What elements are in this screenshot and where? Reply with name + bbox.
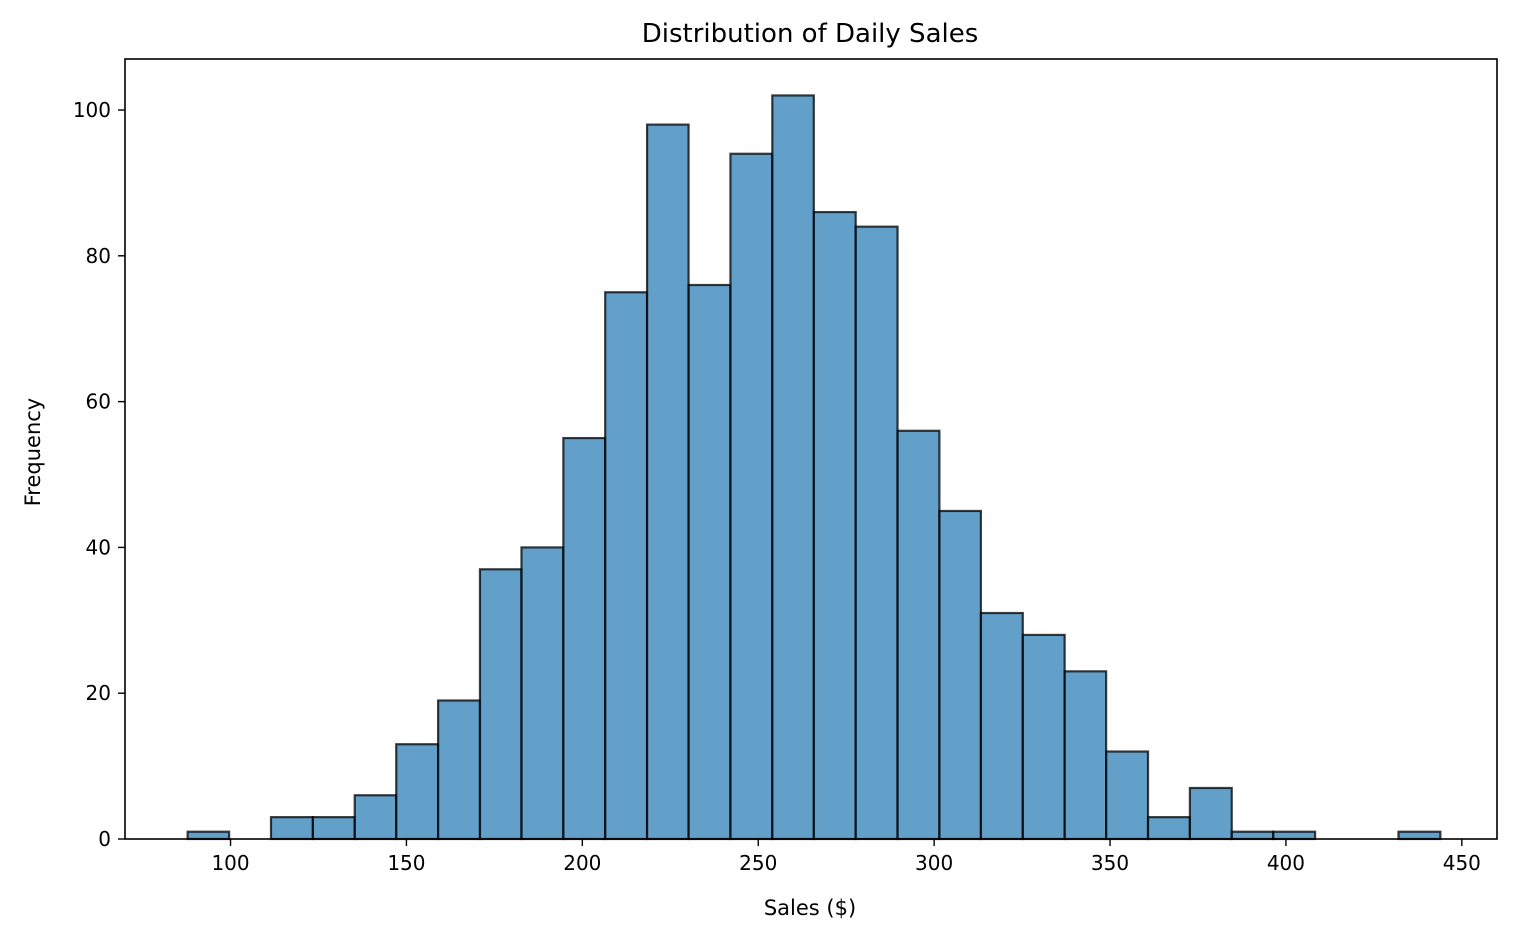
histogram-bar — [186, 830, 231, 841]
histogram-bar — [1272, 830, 1317, 841]
x-tick-label: 450 — [1443, 851, 1481, 875]
x-tick-label: 100 — [211, 851, 249, 875]
y-axis-ticks: 0 20 40 60 80 100 — [73, 98, 125, 851]
bars-layer — [186, 94, 1442, 841]
histogram-bar — [562, 436, 607, 841]
histogram-bar — [854, 225, 899, 841]
histogram-bar — [1063, 670, 1108, 841]
x-tick-label: 400 — [1267, 851, 1305, 875]
histogram-bar — [1230, 830, 1275, 841]
histogram-bar — [436, 699, 482, 841]
histogram-bar — [645, 123, 690, 841]
y-tick-label: 0 — [98, 827, 111, 851]
histogram-bar — [687, 283, 732, 841]
histogram-bar — [1397, 830, 1442, 841]
y-axis-label: Frequency — [21, 398, 45, 507]
histogram-bar — [395, 743, 440, 841]
plot-area-frame — [124, 58, 1498, 840]
histogram-bar — [311, 816, 356, 841]
histogram-bar — [1021, 633, 1066, 841]
histogram-bar — [1146, 816, 1191, 841]
histogram-bar — [729, 152, 774, 841]
histogram-bar — [812, 210, 857, 841]
histogram-bar — [771, 94, 815, 841]
y-tick-label: 60 — [86, 390, 111, 414]
histogram-bar — [938, 509, 983, 841]
histogram-bar — [896, 429, 941, 841]
histogram-bar — [1188, 786, 1233, 841]
y-tick-label: 100 — [73, 98, 111, 122]
chart-title: Distribution of Daily Sales — [642, 19, 979, 49]
x-tick-label: 300 — [915, 851, 953, 875]
y-tick-label: 20 — [86, 681, 111, 705]
x-tick-label: 250 — [739, 851, 777, 875]
histogram-bar — [520, 546, 565, 841]
x-tick-label: 200 — [563, 851, 601, 875]
histogram-bar — [353, 794, 398, 841]
histogram-bar — [269, 816, 314, 841]
x-tick-label: 150 — [387, 851, 425, 875]
histogram-bar — [1105, 750, 1150, 841]
x-axis-label: Sales ($) — [764, 896, 856, 920]
histogram-bar — [478, 568, 523, 841]
x-axis-ticks: 100 150 200 250 300 350 400 450 — [211, 839, 1481, 875]
histogram-bar — [604, 291, 649, 841]
histogram-bar — [979, 611, 1024, 841]
x-tick-label: 350 — [1091, 851, 1129, 875]
y-tick-label: 40 — [86, 535, 111, 559]
y-tick-label: 80 — [86, 244, 111, 268]
